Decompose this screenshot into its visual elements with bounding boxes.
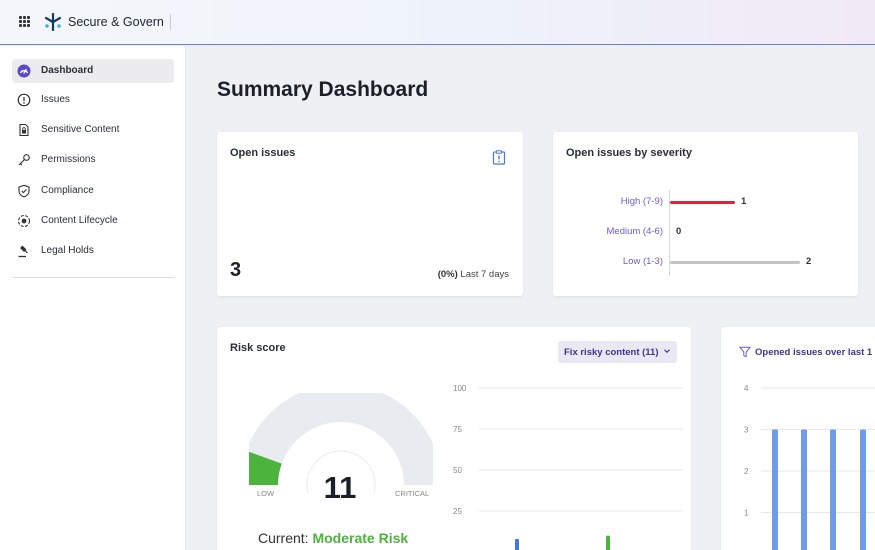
sidebar-item-permissions[interactable]: Permissions	[12, 148, 174, 172]
app-launcher-icon[interactable]	[19, 16, 30, 27]
app-title: Secure & Govern	[68, 15, 164, 29]
severity-label[interactable]: High (7-9)	[620, 196, 663, 207]
card-title: Open issues	[230, 147, 296, 159]
risk-score-value: 11	[323, 470, 357, 505]
shield-check-icon	[18, 184, 30, 198]
page-title: Summary Dashboard	[217, 78, 429, 101]
risk-bar	[515, 538, 519, 550]
chevron-down-icon	[664, 349, 670, 353]
clipboard-alert-icon[interactable]	[492, 150, 506, 165]
card-title: Open issues by severity	[566, 147, 692, 159]
risk-score-card: Risk score Fix risky content (11) 11 LOW…	[217, 327, 691, 550]
current-prefix: Current:	[258, 530, 309, 546]
sidebar-item-compliance[interactable]: Compliance	[12, 179, 174, 203]
y-tick-label: 25	[453, 507, 462, 516]
alert-circle-icon	[17, 93, 31, 107]
sidebar: Dashboard Issues Sensitive Content Permi…	[0, 46, 186, 550]
gauge-low-label: LOW	[257, 489, 275, 498]
current-risk: Current: Moderate Risk	[258, 530, 408, 546]
severity-bar	[670, 261, 800, 264]
lifecycle-icon	[17, 214, 31, 228]
severity-value: 0	[676, 226, 682, 237]
open-issues-count: 3	[230, 259, 242, 281]
severity-axis	[669, 190, 670, 276]
fix-button-label: Fix risky content (11)	[564, 346, 659, 358]
sidebar-divider	[12, 277, 174, 278]
y-tick-label: 4	[744, 384, 749, 393]
y-tick-label: 1	[744, 509, 749, 518]
gavel-icon	[18, 245, 28, 258]
opened-issues-card: Opened issues over last 1 4 3 2 1	[721, 327, 875, 550]
opened-bar	[830, 429, 836, 550]
title-divider	[170, 14, 171, 30]
risk-bar	[606, 535, 610, 550]
opened-bar	[860, 429, 866, 550]
opened-issues-title[interactable]: Opened issues over last 1	[739, 346, 872, 358]
change-period: Last 7 days	[460, 269, 509, 280]
y-tick-label: 2	[744, 467, 749, 476]
card-title: Risk score	[230, 342, 286, 354]
change-percent: (0%)	[437, 269, 458, 280]
sidebar-item-dashboard[interactable]: Dashboard	[12, 59, 174, 83]
y-tick-label: 50	[453, 466, 462, 475]
y-tick-label: 75	[453, 425, 462, 434]
severity-value: 1	[741, 196, 747, 207]
fix-risky-content-button[interactable]: Fix risky content (11)	[558, 341, 677, 363]
filter-icon	[739, 346, 751, 358]
open-issues-card: Open issues 3 (0%) Last 7 days	[217, 132, 523, 296]
sidebar-item-label: Legal Holds	[41, 245, 94, 256]
current-level: Moderate Risk	[312, 530, 409, 546]
risk-trend-chart: 100 75 50 25	[453, 384, 683, 550]
sidebar-item-label: Sensitive Content	[41, 124, 120, 135]
risk-gauge	[249, 393, 433, 493]
speedometer-icon	[17, 64, 31, 78]
key-icon	[18, 154, 30, 166]
opened-title-text: Opened issues over last 1	[755, 346, 873, 358]
sidebar-item-issues[interactable]: Issues	[12, 88, 174, 112]
severity-label[interactable]: Medium (4-6)	[606, 226, 664, 237]
gauge-fill	[249, 451, 282, 486]
sidebar-item-content-lifecycle[interactable]: Content Lifecycle	[12, 209, 174, 233]
open-issues-change: (0%) Last 7 days	[438, 269, 509, 280]
top-bar: Secure & Govern	[0, 0, 875, 45]
sidebar-item-sensitive-content[interactable]: Sensitive Content	[12, 118, 174, 142]
sidebar-item-label: Dashboard	[41, 65, 94, 76]
sidebar-item-label: Issues	[41, 94, 70, 105]
opened-issues-chart: 4 3 2 1	[744, 384, 875, 550]
severity-value: 2	[806, 256, 812, 267]
sidebar-item-label: Permissions	[41, 154, 96, 165]
sidebar-item-label: Compliance	[41, 185, 94, 196]
app-logo-icon	[44, 13, 62, 31]
document-lock-icon	[19, 123, 29, 137]
severity-label[interactable]: Low (1-3)	[622, 256, 663, 267]
severity-card: Open issues by severity High (7-9) 1 Mediu…	[553, 132, 858, 296]
sidebar-item-legal-holds[interactable]: Legal Holds	[12, 239, 174, 263]
opened-bar	[772, 429, 778, 550]
y-tick-label: 100	[453, 384, 467, 393]
opened-bar	[801, 429, 807, 550]
gauge-critical-label: CRITICAL	[395, 489, 430, 498]
y-tick-label: 3	[744, 426, 749, 435]
severity-bar	[670, 201, 735, 204]
sidebar-item-label: Content Lifecycle	[41, 215, 118, 226]
